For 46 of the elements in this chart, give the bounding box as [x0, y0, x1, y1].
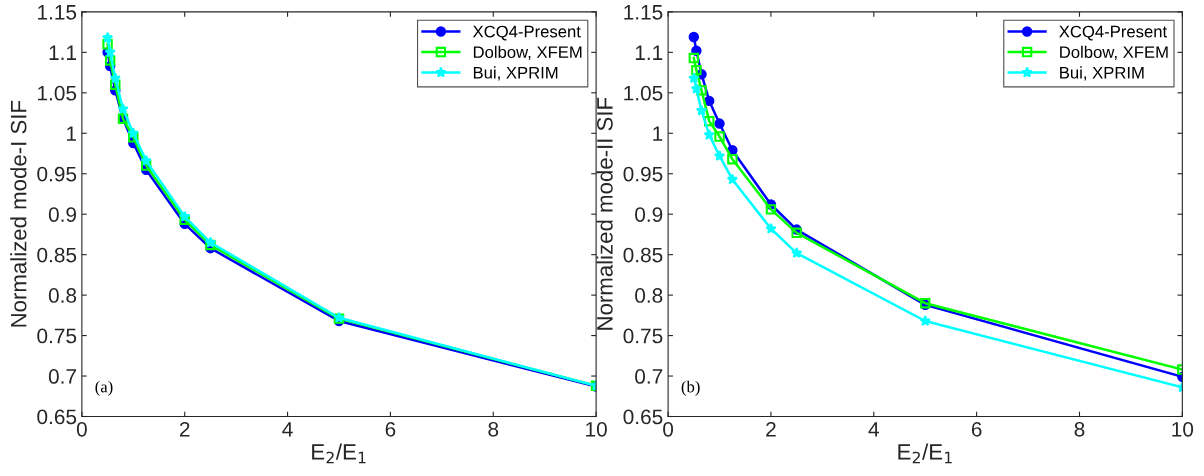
- y-tick-label: 0.95: [623, 166, 663, 182]
- legend-label: Bui, XPRIM: [473, 66, 558, 81]
- y-tick-label: 0.8: [48, 288, 77, 303]
- y-tick-label: 1.1: [635, 45, 663, 60]
- y-tick-label: 1.05: [624, 85, 663, 101]
- y-tick-label: 1.05: [38, 85, 77, 101]
- x-axis-title: E$_{2}$/E$_{1}$: [898, 443, 952, 464]
- legend-label: Bui, XPRIM: [1060, 66, 1144, 81]
- annotation: (b): [681, 380, 700, 396]
- annotation: (a): [95, 380, 113, 396]
- x-tick-label: 2: [766, 421, 776, 437]
- x-axis-title: E$_{2}$/E$_{1}$: [312, 443, 366, 464]
- y-tick-label: 0.95: [37, 166, 77, 182]
- y-axis-title: Normalized mode-I SIF: [10, 100, 27, 327]
- y-axis-title: Normalized mode-II SIF: [596, 97, 613, 330]
- x-tick-label: 6: [971, 421, 982, 437]
- y-tick-label: 0.8: [635, 288, 663, 303]
- y-tick-label: 1.1: [49, 45, 76, 60]
- y-tick-label: 1: [67, 126, 76, 141]
- x-tick-label: 4: [282, 422, 293, 437]
- y-tick-label: 0.75: [623, 328, 663, 344]
- legend-label: Dolbow, XFEM: [1060, 45, 1168, 60]
- y-tick-label: 1.15: [624, 5, 663, 20]
- x-tick-label: 8: [488, 421, 499, 437]
- y-tick-label: 1: [653, 126, 663, 141]
- y-tick-label: 0.7: [48, 369, 76, 384]
- legend-label: Dolbow, XFEM: [473, 45, 582, 60]
- y-tick-label: 0.9: [48, 207, 77, 222]
- x-tick-label: 6: [385, 421, 396, 437]
- x-tick-label: 2: [179, 421, 190, 437]
- x-tick-label: 4: [868, 422, 879, 437]
- y-tick-label: 0.7: [635, 369, 663, 384]
- x-tick-label: 8: [1074, 421, 1085, 437]
- x-tick-label: 10: [1172, 421, 1194, 437]
- y-tick-label: 0.75: [37, 328, 77, 344]
- y-tick-label: 0.9: [635, 207, 663, 222]
- y-tick-label: 0.65: [623, 409, 663, 425]
- legend-label: XCQ4-Present: [472, 25, 581, 41]
- y-tick-label: 0.85: [623, 247, 663, 263]
- x-tick-label: 10: [586, 421, 607, 437]
- y-tick-label: 0.85: [37, 247, 77, 263]
- y-tick-label: 0.65: [37, 409, 77, 425]
- y-tick-label: 1.15: [38, 5, 77, 20]
- x-tick-label: 0: [663, 421, 674, 437]
- legend-label: XCQ4-Present: [1059, 25, 1168, 41]
- x-tick-label: 0: [76, 421, 87, 437]
